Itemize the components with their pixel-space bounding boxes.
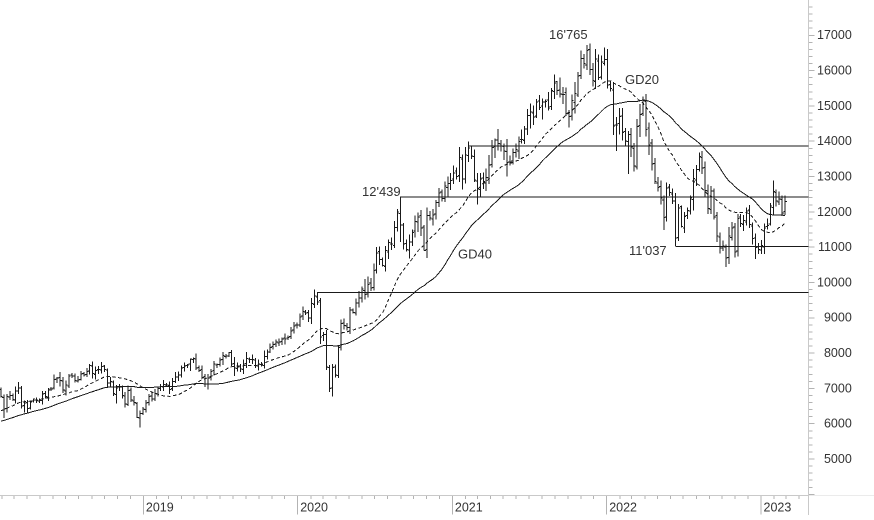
svg-text:2019: 2019: [146, 501, 174, 515]
svg-text:16000: 16000: [817, 64, 852, 78]
svg-text:13000: 13000: [817, 169, 852, 183]
svg-text:12000: 12000: [817, 205, 852, 219]
svg-text:2022: 2022: [609, 501, 637, 515]
svg-text:10000: 10000: [817, 275, 852, 289]
svg-text:2020: 2020: [300, 501, 328, 515]
svg-text:GD40: GD40: [458, 247, 492, 262]
svg-text:8000: 8000: [824, 346, 852, 360]
svg-text:9000: 9000: [824, 311, 852, 325]
svg-text:14000: 14000: [817, 134, 852, 148]
svg-text:GD20: GD20: [625, 72, 659, 87]
svg-text:6000: 6000: [824, 417, 852, 431]
svg-text:7000: 7000: [824, 381, 852, 395]
svg-text:12'439: 12'439: [362, 184, 401, 199]
svg-text:15000: 15000: [817, 99, 852, 113]
svg-text:17000: 17000: [817, 28, 852, 42]
svg-text:11000: 11000: [818, 240, 852, 254]
svg-text:2021: 2021: [455, 501, 483, 515]
svg-text:16'765: 16'765: [549, 27, 588, 42]
svg-text:2023: 2023: [764, 501, 792, 515]
svg-text:5000: 5000: [824, 452, 852, 466]
svg-text:11'037: 11'037: [629, 243, 667, 258]
